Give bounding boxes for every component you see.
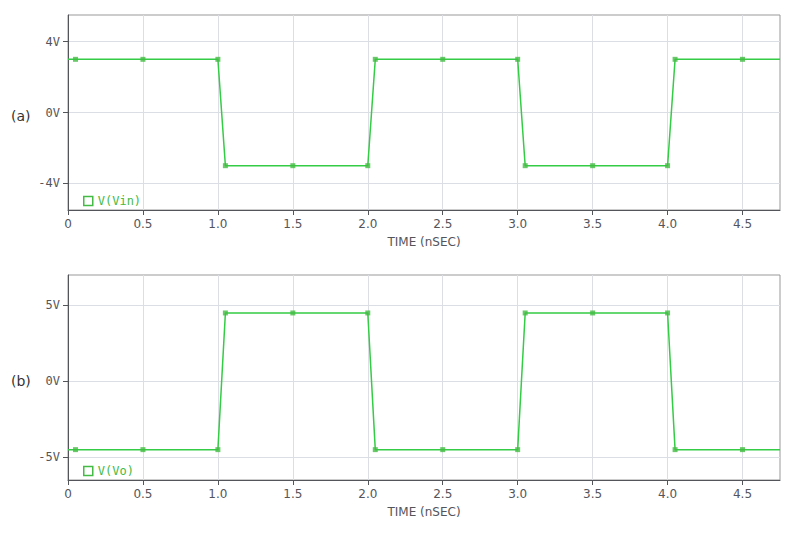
svg-text:TIME (nSEC): TIME (nSEC) bbox=[386, 505, 460, 519]
svg-text:(b): (b) bbox=[11, 373, 31, 389]
svg-text:3.5: 3.5 bbox=[583, 487, 602, 501]
svg-text:(a): (a) bbox=[11, 108, 31, 124]
svg-text:2.0: 2.0 bbox=[358, 217, 377, 231]
svg-text:3.5: 3.5 bbox=[583, 217, 602, 231]
svg-text:1.5: 1.5 bbox=[283, 217, 302, 231]
svg-text:2.5: 2.5 bbox=[433, 217, 452, 231]
svg-text:V(Vo): V(Vo) bbox=[98, 464, 134, 478]
svg-text:1.0: 1.0 bbox=[208, 487, 227, 501]
svg-text:V(Vin): V(Vin) bbox=[98, 194, 141, 208]
svg-text:0V: 0V bbox=[46, 374, 60, 388]
svg-text:1.5: 1.5 bbox=[283, 487, 302, 501]
svg-text:4.5: 4.5 bbox=[733, 217, 752, 231]
svg-text:0.5: 0.5 bbox=[133, 487, 152, 501]
svg-text:1.0: 1.0 bbox=[208, 217, 227, 231]
svg-text:4.5: 4.5 bbox=[733, 487, 752, 501]
svg-text:4.0: 4.0 bbox=[658, 487, 677, 501]
svg-text:0.5: 0.5 bbox=[133, 217, 152, 231]
svg-text:3.0: 3.0 bbox=[508, 487, 527, 501]
svg-text:0V: 0V bbox=[46, 106, 60, 120]
svg-text:TIME (nSEC): TIME (nSEC) bbox=[386, 235, 460, 249]
svg-text:0: 0 bbox=[64, 487, 72, 501]
svg-text:4.0: 4.0 bbox=[658, 217, 677, 231]
svg-text:-4V: -4V bbox=[38, 176, 60, 190]
svg-text:2.0: 2.0 bbox=[358, 487, 377, 501]
svg-text:4V: 4V bbox=[46, 35, 60, 49]
svg-text:2.5: 2.5 bbox=[433, 487, 452, 501]
svg-text:3.0: 3.0 bbox=[508, 217, 527, 231]
svg-text:-5V: -5V bbox=[38, 450, 60, 464]
svg-text:5V: 5V bbox=[46, 298, 60, 312]
svg-text:0: 0 bbox=[64, 217, 72, 231]
